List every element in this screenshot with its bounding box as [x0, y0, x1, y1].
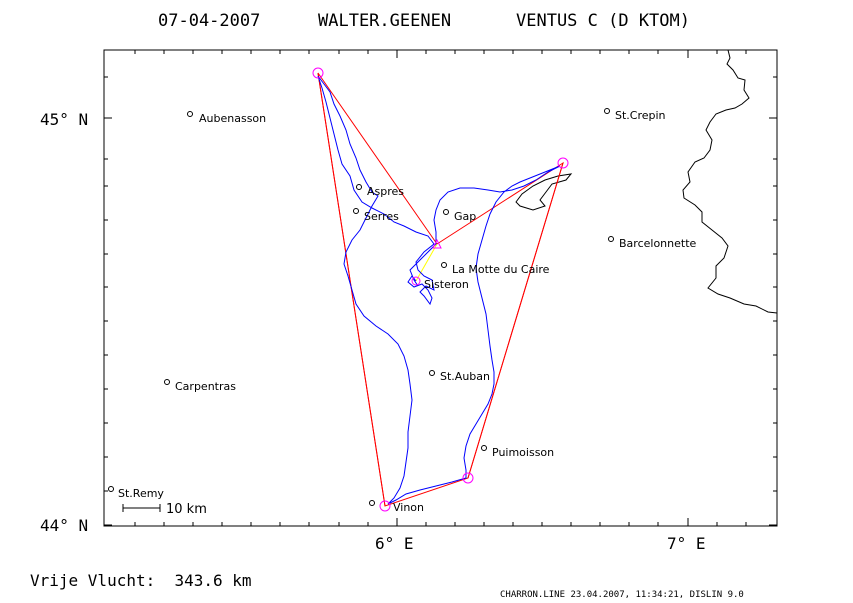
turnpoint-marker: [379, 500, 391, 512]
glider-name: VENTUS C (D KTOM): [516, 11, 690, 31]
lon-label-right: 7° E: [667, 534, 706, 553]
scale-bar: [122, 504, 161, 512]
map-frame: [103, 49, 778, 527]
render-stamp: CHARRON.LINE 23.04.2007, 11:34:21, DISLI…: [500, 590, 744, 600]
task-leg-east: [467, 162, 564, 479]
place-label-barcelonnette: Barcelonnette: [619, 237, 697, 250]
place-markers: [108, 108, 614, 506]
place-label-puimoisson: Puimoisson: [492, 446, 554, 459]
place-label-vinon: Vinon: [393, 501, 424, 514]
lon-label-left: 6° E: [375, 534, 414, 553]
place-label-sisteron: Sisteron: [424, 278, 469, 291]
place-label-aspres: Aspres: [367, 185, 404, 198]
free-flight-distance: Vrije Vlucht: 343.6 km: [30, 571, 252, 590]
flight-track: [317, 75, 561, 505]
place-label-serres: Serres: [364, 210, 399, 223]
turnpoint-marker: [462, 472, 474, 484]
place-label-st-crepin: St.Crepin: [615, 109, 666, 122]
turnpoint-marker: [312, 67, 324, 79]
scale-bar-label: 10 km: [166, 502, 207, 517]
lat-label-bottom: 44° N: [40, 516, 88, 535]
turnpoint-marker: [557, 157, 569, 169]
place-label-carpentras: Carpentras: [175, 380, 236, 393]
country-border: [682, 49, 778, 314]
flight-date: 07-04-2007: [158, 11, 260, 31]
lake-outline: [515, 173, 573, 211]
place-label-st-auban: St.Auban: [440, 370, 490, 383]
start-leg: [415, 243, 438, 282]
place-label-st-remy: St.Remy: [118, 487, 164, 500]
place-label-la-motte-du-caire: La Motte du Caire: [452, 263, 550, 276]
finish-marker: [432, 238, 442, 249]
place-label-gap: Gap: [454, 210, 476, 223]
start-marker: [411, 276, 421, 286]
axis-ticks: [104, 50, 777, 526]
place-label-aubenasson: Aubenasson: [199, 112, 266, 125]
lat-label-top: 45° N: [40, 110, 88, 129]
pilot-name: WALTER.GEENEN: [318, 11, 451, 31]
